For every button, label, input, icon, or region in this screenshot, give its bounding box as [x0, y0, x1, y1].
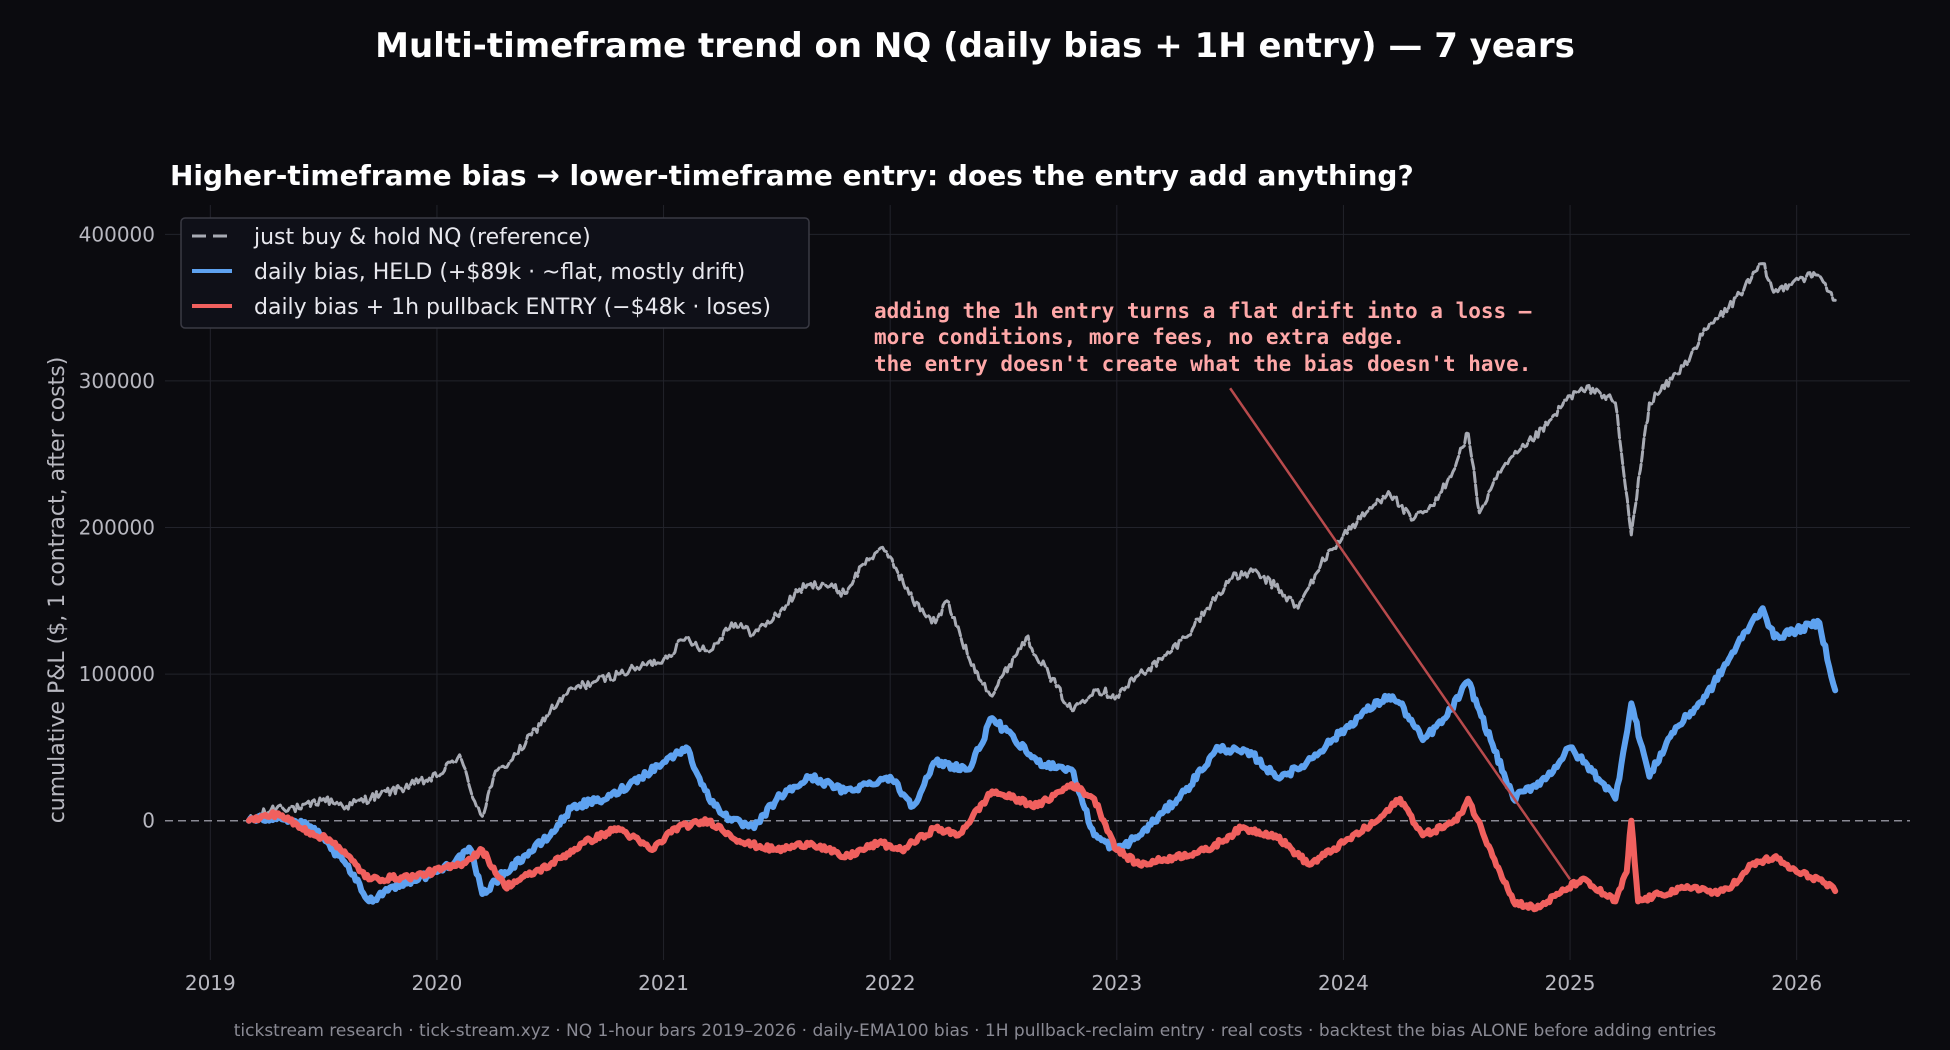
legend: just buy & hold NQ (reference) daily bia…: [180, 217, 810, 329]
annotation-arrow: [1229, 387, 1572, 881]
x-tick-label: 2022: [865, 971, 916, 995]
x-tick-label: 2024: [1318, 971, 1369, 995]
annotation-line-3: the entry doesn't create what the bias d…: [874, 352, 1531, 376]
x-tick-label: 2020: [411, 971, 462, 995]
legend-box: [180, 217, 810, 329]
chart-subtitle: Higher-timeframe bias → lower-timeframe …: [170, 159, 1414, 192]
series-line-0: [247, 262, 1837, 823]
series-line-2: [245, 781, 1839, 913]
legend-label-held: daily bias, HELD (+$89k · ~flat, mostly …: [254, 260, 745, 285]
chart-title: Multi-timeframe trend on NQ (daily bias …: [375, 26, 1575, 66]
annotation-line-1: adding the 1h entry turns a flat drift i…: [874, 299, 1532, 323]
grid: [165, 205, 1910, 960]
series-group: [245, 262, 1839, 913]
x-tick-label: 2025: [1545, 971, 1596, 995]
y-tick-label: 0: [142, 809, 155, 833]
annotation: adding the 1h entry turns a flat drift i…: [874, 299, 1572, 881]
y-tick-label: 200000: [79, 516, 155, 540]
y-tick-label: 100000: [79, 662, 155, 686]
legend-label-entry: daily bias + 1h pullback ENTRY (−$48k · …: [254, 295, 771, 320]
x-tick-label: 2019: [185, 971, 236, 995]
axes: 2019 2020 2021 2022 2023 2024 2025 2026 0 100000 2…: [79, 222, 1823, 995]
y-axis-label: cumulative P&L ($, 1 contract, after cos…: [45, 357, 70, 824]
y-tick-label: 400000: [79, 222, 155, 246]
legend-label-buy-hold: just buy & hold NQ (reference): [253, 225, 591, 250]
y-tick-label: 300000: [79, 369, 155, 393]
footer-caption: tickstream research · tick-stream.xyz · …: [234, 1021, 1717, 1041]
x-tick-label: 2023: [1091, 971, 1142, 995]
x-tick-label: 2026: [1771, 971, 1822, 995]
x-tick-label: 2021: [638, 971, 689, 995]
series-line-1: [245, 605, 1839, 905]
annotation-line-2: more conditions, more fees, no extra edg…: [874, 325, 1405, 349]
